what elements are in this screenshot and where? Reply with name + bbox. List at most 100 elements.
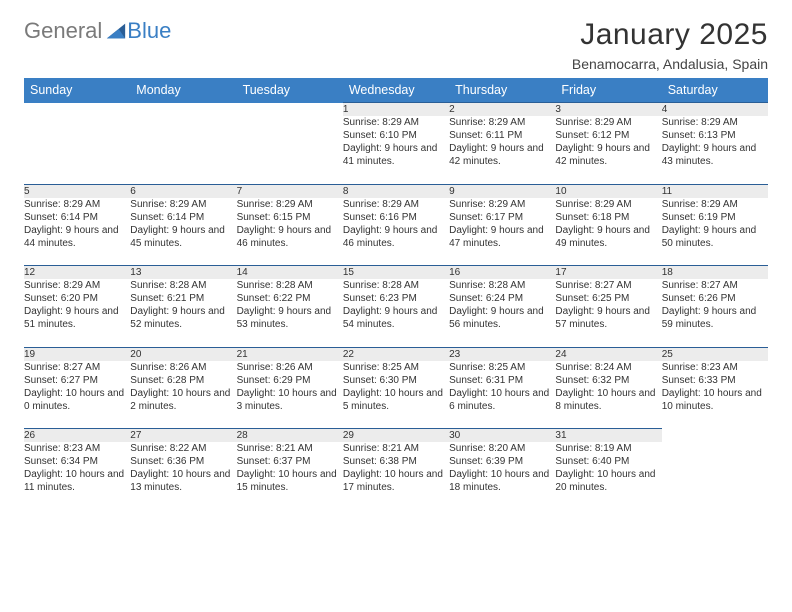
daylight-line: Daylight: 9 hours and 49 minutes.: [555, 224, 661, 250]
sunrise-line: Sunrise: 8:29 AM: [662, 198, 768, 211]
daylight-line: Daylight: 10 hours and 11 minutes.: [24, 468, 130, 494]
daylight-line: Daylight: 9 hours and 52 minutes.: [130, 305, 236, 331]
calendar-table: Sunday Monday Tuesday Wednesday Thursday…: [24, 78, 768, 510]
daylight-line: Daylight: 9 hours and 42 minutes.: [555, 142, 661, 168]
day-number-cell: 26: [24, 429, 130, 443]
daynum-row: 262728293031: [24, 429, 768, 443]
daylight-line: Daylight: 9 hours and 43 minutes.: [662, 142, 768, 168]
detail-row: Sunrise: 8:27 AMSunset: 6:27 PMDaylight:…: [24, 361, 768, 429]
daylight-line: Daylight: 10 hours and 3 minutes.: [237, 387, 343, 413]
sunrise-line: Sunrise: 8:29 AM: [449, 116, 555, 129]
day-number-cell: 27: [130, 429, 236, 443]
day-detail-cell: Sunrise: 8:20 AMSunset: 6:39 PMDaylight:…: [449, 442, 555, 510]
sunset-line: Sunset: 6:21 PM: [130, 292, 236, 305]
day-detail-cell: Sunrise: 8:26 AMSunset: 6:28 PMDaylight:…: [130, 361, 236, 429]
col-tuesday: Tuesday: [237, 78, 343, 103]
day-detail-cell: Sunrise: 8:29 AMSunset: 6:18 PMDaylight:…: [555, 198, 661, 266]
daynum-row: 567891011: [24, 184, 768, 198]
daynum-row: 12131415161718: [24, 266, 768, 280]
detail-row: Sunrise: 8:29 AMSunset: 6:20 PMDaylight:…: [24, 279, 768, 347]
page-title: January 2025: [572, 18, 768, 52]
daylight-line: Daylight: 10 hours and 15 minutes.: [237, 468, 343, 494]
daylight-line: Daylight: 10 hours and 18 minutes.: [449, 468, 555, 494]
day-number-cell: 30: [449, 429, 555, 443]
day-number-cell: 23: [449, 347, 555, 361]
daynum-row: 19202122232425: [24, 347, 768, 361]
brand-part1: General: [24, 18, 102, 44]
sunset-line: Sunset: 6:12 PM: [555, 129, 661, 142]
header: General Blue January 2025 Benamocarra, A…: [24, 18, 768, 72]
brand-part2: Blue: [127, 18, 171, 44]
sunrise-line: Sunrise: 8:29 AM: [555, 198, 661, 211]
col-thursday: Thursday: [449, 78, 555, 103]
sunset-line: Sunset: 6:10 PM: [343, 129, 449, 142]
sunrise-line: Sunrise: 8:25 AM: [449, 361, 555, 374]
day-detail-cell: Sunrise: 8:29 AMSunset: 6:17 PMDaylight:…: [449, 198, 555, 266]
day-number-cell: 5: [24, 184, 130, 198]
day-detail-cell: Sunrise: 8:27 AMSunset: 6:25 PMDaylight:…: [555, 279, 661, 347]
day-number-cell: 31: [555, 429, 661, 443]
logo-triangle-icon: [105, 20, 127, 42]
sunset-line: Sunset: 6:38 PM: [343, 455, 449, 468]
sunset-line: Sunset: 6:28 PM: [130, 374, 236, 387]
sunset-line: Sunset: 6:22 PM: [237, 292, 343, 305]
sunset-line: Sunset: 6:20 PM: [24, 292, 130, 305]
daylight-line: Daylight: 9 hours and 44 minutes.: [24, 224, 130, 250]
sunrise-line: Sunrise: 8:29 AM: [343, 198, 449, 211]
day-number-cell: [237, 103, 343, 117]
daylight-line: Daylight: 10 hours and 0 minutes.: [24, 387, 130, 413]
day-detail-cell: Sunrise: 8:29 AMSunset: 6:13 PMDaylight:…: [662, 116, 768, 184]
sunrise-line: Sunrise: 8:28 AM: [449, 279, 555, 292]
brand-logo: General Blue: [24, 18, 171, 44]
sunrise-line: Sunrise: 8:29 AM: [555, 116, 661, 129]
daylight-line: Daylight: 9 hours and 45 minutes.: [130, 224, 236, 250]
sunrise-line: Sunrise: 8:26 AM: [130, 361, 236, 374]
sunrise-line: Sunrise: 8:21 AM: [343, 442, 449, 455]
col-saturday: Saturday: [662, 78, 768, 103]
day-number-cell: 29: [343, 429, 449, 443]
daylight-line: Daylight: 10 hours and 10 minutes.: [662, 387, 768, 413]
day-detail-cell: Sunrise: 8:29 AMSunset: 6:16 PMDaylight:…: [343, 198, 449, 266]
day-number-cell: 16: [449, 266, 555, 280]
day-detail-cell: Sunrise: 8:29 AMSunset: 6:14 PMDaylight:…: [130, 198, 236, 266]
daylight-line: Daylight: 9 hours and 56 minutes.: [449, 305, 555, 331]
sunset-line: Sunset: 6:37 PM: [237, 455, 343, 468]
day-detail-cell: Sunrise: 8:19 AMSunset: 6:40 PMDaylight:…: [555, 442, 661, 510]
sunset-line: Sunset: 6:16 PM: [343, 211, 449, 224]
sunrise-line: Sunrise: 8:29 AM: [24, 279, 130, 292]
daylight-line: Daylight: 10 hours and 13 minutes.: [130, 468, 236, 494]
daylight-line: Daylight: 10 hours and 2 minutes.: [130, 387, 236, 413]
sunrise-line: Sunrise: 8:28 AM: [237, 279, 343, 292]
day-number-cell: 11: [662, 184, 768, 198]
sunrise-line: Sunrise: 8:23 AM: [24, 442, 130, 455]
day-detail-cell: [130, 116, 236, 184]
day-number-cell: 22: [343, 347, 449, 361]
day-number-cell: 14: [237, 266, 343, 280]
day-number-cell: 12: [24, 266, 130, 280]
sunset-line: Sunset: 6:36 PM: [130, 455, 236, 468]
day-detail-cell: Sunrise: 8:29 AMSunset: 6:11 PMDaylight:…: [449, 116, 555, 184]
daylight-line: Daylight: 9 hours and 57 minutes.: [555, 305, 661, 331]
day-number-cell: [130, 103, 236, 117]
sunset-line: Sunset: 6:34 PM: [24, 455, 130, 468]
sunrise-line: Sunrise: 8:21 AM: [237, 442, 343, 455]
day-detail-cell: Sunrise: 8:28 AMSunset: 6:22 PMDaylight:…: [237, 279, 343, 347]
sunset-line: Sunset: 6:32 PM: [555, 374, 661, 387]
detail-row: Sunrise: 8:29 AMSunset: 6:10 PMDaylight:…: [24, 116, 768, 184]
daylight-line: Daylight: 9 hours and 54 minutes.: [343, 305, 449, 331]
day-detail-cell: Sunrise: 8:27 AMSunset: 6:26 PMDaylight:…: [662, 279, 768, 347]
sunset-line: Sunset: 6:33 PM: [662, 374, 768, 387]
day-number-cell: 13: [130, 266, 236, 280]
day-number-cell: 9: [449, 184, 555, 198]
day-detail-cell: Sunrise: 8:27 AMSunset: 6:27 PMDaylight:…: [24, 361, 130, 429]
day-number-cell: 10: [555, 184, 661, 198]
sunset-line: Sunset: 6:25 PM: [555, 292, 661, 305]
sunrise-line: Sunrise: 8:26 AM: [237, 361, 343, 374]
daylight-line: Daylight: 9 hours and 42 minutes.: [449, 142, 555, 168]
detail-row: Sunrise: 8:29 AMSunset: 6:14 PMDaylight:…: [24, 198, 768, 266]
day-number-cell: 4: [662, 103, 768, 117]
sunrise-line: Sunrise: 8:22 AM: [130, 442, 236, 455]
daylight-line: Daylight: 9 hours and 46 minutes.: [343, 224, 449, 250]
day-number-cell: 15: [343, 266, 449, 280]
sunset-line: Sunset: 6:31 PM: [449, 374, 555, 387]
